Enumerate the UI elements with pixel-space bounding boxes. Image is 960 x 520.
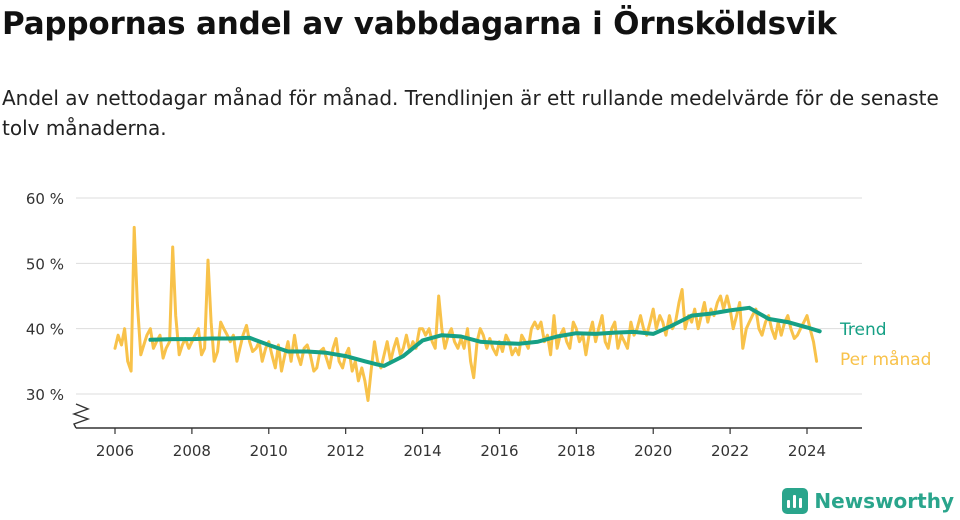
bar-chart-icon	[782, 488, 809, 514]
series-line-trend	[148, 305, 822, 368]
newsworthy-logo: Newsworthy	[782, 488, 954, 514]
chart-title: Pappornas andel av vabbdagarna i Örnsköl…	[2, 6, 837, 42]
chart-subtitle: Andel av nettodagar månad för månad. Tre…	[2, 86, 939, 140]
y-tick-label: 30 %	[26, 386, 64, 404]
x-tick-label: 2018	[557, 442, 595, 460]
x-axis: 2006 2008 2010 2012 2014 2016 2018 2020 2022 2024	[76, 427, 862, 460]
x-tick-label: 2020	[634, 442, 672, 460]
axis-break-zigzag	[71, 403, 91, 429]
brand-name: Newsworthy	[814, 489, 954, 513]
x-tick-label: 2008	[173, 442, 211, 460]
y-axis-break-icon	[71, 403, 91, 429]
x-tick-label: 2006	[96, 442, 134, 460]
y-axis-ticks: 30 % 40 % 50 % 60 %	[26, 190, 64, 404]
y-tick-label: 60 %	[26, 190, 64, 208]
x-tick-label: 2014	[403, 442, 441, 460]
grid-lines	[76, 197, 862, 395]
x-tick-label: 2022	[711, 442, 749, 460]
label-trend: Trend	[839, 320, 887, 340]
x-tick-label: 2016	[480, 442, 518, 460]
x-tick-label: 2010	[250, 442, 288, 460]
x-tick-label: 2012	[327, 442, 365, 460]
x-tick-label: 2024	[788, 442, 826, 460]
y-tick-label: 40 %	[26, 321, 64, 339]
label-monthly: Per månad	[840, 349, 931, 370]
y-tick-label: 50 %	[26, 255, 64, 273]
series-labels: Trend Per månad	[839, 320, 931, 370]
series-group	[113, 225, 822, 402]
